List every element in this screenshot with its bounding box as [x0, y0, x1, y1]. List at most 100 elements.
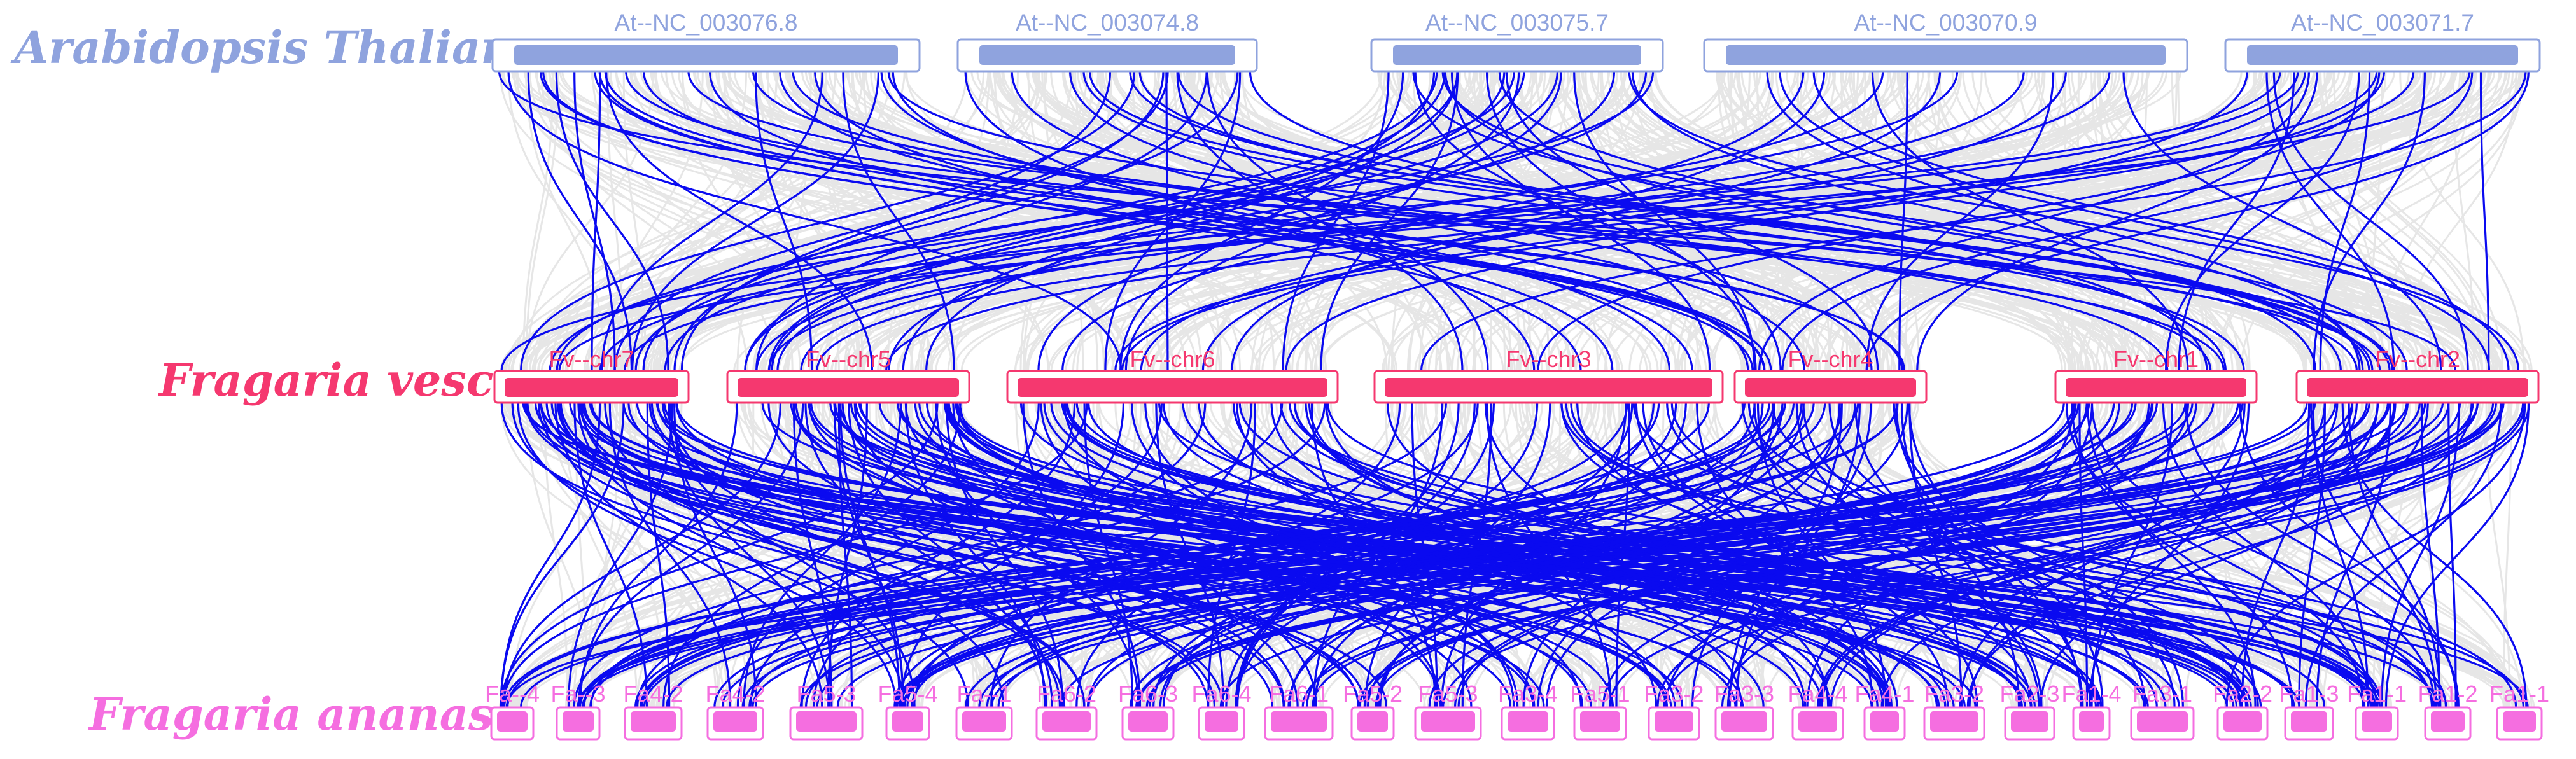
background-link: [911, 71, 1019, 372]
background-link: [1022, 71, 1113, 372]
synteny-link: [1631, 71, 2364, 372]
chromosome-ananasa-bar: [2223, 711, 2262, 732]
background-link: [1951, 71, 2383, 372]
chromosome-ananasa-bar: [1421, 711, 1475, 732]
synteny-link: [2298, 402, 2326, 708]
chromosome-ananasa-label: Fa4-4: [1788, 681, 1847, 707]
background-link: [1740, 71, 2304, 372]
synteny-link: [2178, 71, 2295, 372]
synteny-link: [848, 402, 1053, 708]
synteny-link: [1011, 71, 1805, 372]
synteny-link: [755, 71, 1208, 372]
chromosome-ananasa-bar: [1870, 711, 1899, 732]
chromosome-ananasa-bar: [2137, 711, 2188, 732]
synteny-link: [1294, 402, 2243, 708]
synteny-link: [522, 402, 2381, 708]
synteny-link: [1635, 402, 1949, 708]
synteny-link: [768, 71, 1459, 372]
synteny-link: [1124, 71, 1520, 372]
chromosome-ananasa-bar: [2362, 711, 2392, 732]
synteny-link: [779, 71, 1693, 372]
synteny-link: [776, 71, 1648, 372]
synteny-link: [1119, 71, 1404, 372]
synteny-link: [1359, 402, 2461, 708]
synteny-link: [1642, 402, 1978, 708]
background-link: [2079, 71, 2371, 372]
synteny-link: [1288, 402, 2447, 708]
chromosome-ananasa-bar: [796, 711, 857, 732]
synteny-link: [582, 402, 1710, 708]
chromosome-vesca-label: Fv--chr7: [549, 346, 634, 372]
background-link: [1242, 71, 1425, 372]
synteny-link: [589, 402, 1447, 708]
chromosome-arabidopsis-label: At--NC_003071.7: [2291, 10, 2474, 36]
synteny-link: [594, 71, 1772, 372]
synteny-link: [1900, 402, 2020, 708]
chromosome-ananasa-label: Fa6-3: [1118, 681, 1178, 707]
chromosome-ananasa-label: Fa3-2: [1924, 681, 1984, 707]
synteny-link: [1880, 402, 2397, 708]
synteny-link: [2309, 402, 2437, 708]
synteny-link: [948, 402, 2249, 708]
synteny-link: [631, 71, 879, 372]
synteny-link: [599, 71, 1959, 372]
chromosome-ananasa-label: Fa2-2: [2213, 681, 2272, 707]
synteny-link: [673, 71, 1165, 372]
chromosome-arabidopsis-bar: [1726, 45, 2166, 65]
chromosome-ananasa-bar: [497, 711, 528, 732]
chromosome-ananasa-bar: [1271, 711, 1327, 732]
background-link: [525, 71, 559, 372]
species-label-fragaria-ananasa: Fragaria ananasa: [89, 688, 522, 741]
background-link: [2102, 71, 2498, 372]
background-link: [499, 71, 858, 372]
species-label-fragaria-vesca: Fragaria vesca: [159, 354, 522, 407]
synteny-link: [1182, 402, 2102, 708]
chromosome-ananasa-bar: [962, 711, 1006, 732]
background-link: [2037, 71, 2421, 372]
synteny-link: [535, 402, 1672, 708]
synteny-link: [1772, 402, 2433, 708]
synteny-link: [500, 402, 939, 708]
chromosome-ananasa-bar: [892, 711, 923, 732]
synteny-link: [2090, 402, 2436, 708]
highlight-links: [498, 71, 2530, 708]
synteny-link: [501, 402, 1088, 708]
background-link: [953, 71, 1194, 372]
synteny-link: [1288, 402, 1764, 708]
synteny-link: [643, 402, 2065, 708]
chromosome-ananasa-bar: [1357, 711, 1388, 732]
chromosome-ananasa-label: Fa1-1: [2489, 681, 2549, 707]
chromosome-ananasa-label: Fa3-2: [1644, 681, 1704, 707]
track-fragaria-ananasa: Fa--4 Fa--3 Fa4-2 Fa4-2 Fa5-3 Fa5-4 Fa--1 Fa6-2…: [485, 681, 2549, 741]
synteny-link: [1176, 71, 1464, 372]
synteny-link: [1441, 71, 2408, 372]
synteny-link: [2384, 402, 2530, 708]
synteny-link: [964, 71, 1536, 372]
synteny-link: [520, 402, 2308, 708]
synteny-link: [2089, 402, 2250, 708]
synteny-link: [812, 402, 1163, 708]
synteny-link: [1159, 402, 1756, 708]
synteny-link: [642, 71, 1239, 372]
synteny-link: [569, 402, 1966, 708]
synteny-link: [2304, 402, 2502, 708]
species-label-arabidopsis: Arabidopsis Thaliana: [14, 21, 542, 74]
synteny-link: [744, 71, 1446, 372]
synteny-link: [2341, 402, 2528, 708]
synteny-link: [755, 71, 813, 372]
synteny-link: [1916, 71, 2318, 372]
chromosome-ananasa-label: Fa5-4: [878, 681, 937, 707]
background-link: [1722, 71, 2483, 372]
synteny-link: [2165, 71, 2360, 372]
synteny-link: [503, 402, 781, 708]
background-link: [584, 71, 1161, 372]
chromosome-ananasa-bar: [1798, 711, 1837, 732]
track-fragaria-vesca: Fv--chr7 Fv--chr5 Fv--chr6 Fv--chr3 Fv--chr4…: [493, 346, 2540, 404]
synteny-link: [1177, 71, 2374, 372]
chromosome-ananasa-label: Fa5-3: [796, 681, 856, 707]
chromosome-ananasa-label: Fa4-2: [705, 681, 765, 707]
synteny-link: [2447, 402, 2457, 708]
chromosome-ananasa-label: Fa3-1: [2132, 681, 2192, 707]
synteny-link: [2316, 402, 2392, 708]
